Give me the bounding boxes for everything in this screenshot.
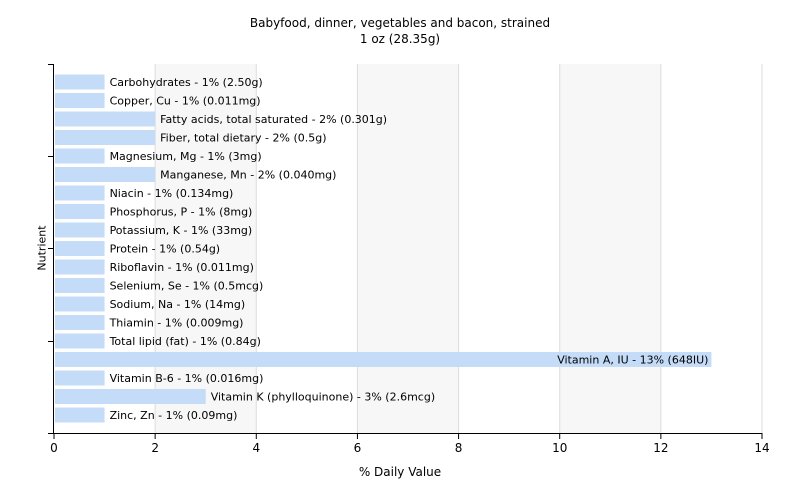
- bar: [55, 222, 105, 238]
- data-label: Sodium, Na - 1% (14mg): [110, 298, 246, 311]
- bar: [55, 315, 105, 330]
- bar: [55, 259, 105, 275]
- data-label: Manganese, Mn - 2% (0.040mg): [160, 169, 336, 182]
- data-label: Zinc, Zn - 1% (0.09mg): [110, 409, 238, 422]
- data-label: Potassium, K - 1% (33mg): [110, 224, 253, 237]
- bar: [55, 407, 105, 423]
- bar: [55, 352, 712, 367]
- plot-band: [357, 64, 459, 433]
- data-label: Fiber, total dietary - 2% (0.5g): [160, 132, 326, 145]
- bar: [55, 241, 105, 256]
- x-axis-label: % Daily Value: [358, 465, 442, 479]
- data-label: Fatty acids, total saturated - 2% (0.301…: [160, 113, 387, 126]
- bar: [55, 185, 105, 201]
- bar: [55, 74, 105, 90]
- bar: [55, 370, 105, 386]
- x-tick-label: 0: [50, 441, 58, 455]
- x-tick-label: 14: [754, 441, 769, 455]
- bar: [55, 148, 105, 164]
- bar: [55, 278, 105, 293]
- bar: [55, 333, 105, 349]
- x-tick-label: 2: [151, 441, 159, 455]
- x-tick-label: 10: [552, 441, 567, 455]
- data-label: Thiamin - 1% (0.009mg): [109, 317, 244, 330]
- data-label: Carbohydrates - 1% (2.50g): [110, 76, 263, 89]
- bar: [55, 167, 156, 182]
- plot-band: [559, 64, 661, 433]
- data-label: Vitamin A, IU - 13% (648IU): [557, 354, 708, 367]
- x-tick-label: 4: [252, 441, 260, 455]
- data-label: Phosphorus, P - 1% (8mg): [110, 206, 253, 219]
- bar: [55, 389, 206, 404]
- x-tick-label: 8: [455, 441, 463, 455]
- data-label: Selenium, Se - 1% (0.5mcg): [110, 280, 264, 293]
- data-label: Riboflavin - 1% (0.011mg): [110, 261, 254, 274]
- bar: [55, 93, 105, 108]
- bar: [55, 130, 156, 145]
- plot-band: [155, 64, 257, 433]
- chart-title: Babyfood, dinner, vegetables and bacon, …: [249, 16, 551, 30]
- data-label: Vitamin K (phylloquinone) - 3% (2.6mcg): [211, 391, 435, 404]
- data-label: Total lipid (fat) - 1% (0.84g): [109, 335, 261, 348]
- bar: [55, 204, 105, 219]
- bar: [55, 296, 105, 312]
- data-label: Magnesium, Mg - 1% (3mg): [110, 150, 262, 163]
- data-label: Vitamin B-6 - 1% (0.016mg): [110, 372, 264, 385]
- bar: [55, 111, 156, 127]
- data-label: Copper, Cu - 1% (0.011mg): [110, 95, 261, 108]
- x-tick-label: 12: [653, 441, 668, 455]
- x-tick-label: 6: [354, 441, 362, 455]
- y-axis-label: Nutrient: [35, 225, 49, 271]
- data-label: Protein - 1% (0.54g): [110, 243, 221, 256]
- chart-subtitle: 1 oz (28.35g): [359, 32, 441, 46]
- data-label: Niacin - 1% (0.134mg): [110, 187, 234, 200]
